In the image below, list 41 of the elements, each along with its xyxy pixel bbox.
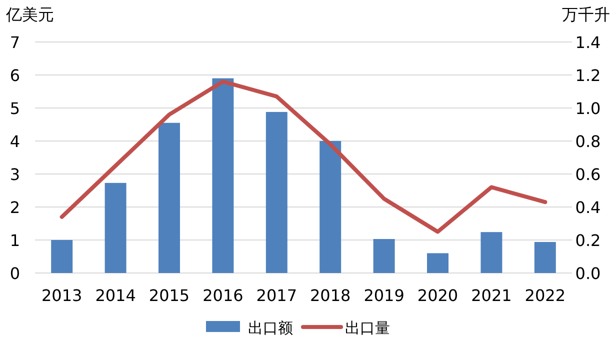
y-tick-label: 5 xyxy=(10,99,20,118)
y2-tick-label: 0.4 xyxy=(575,198,601,217)
y-axis-title: 亿美元 xyxy=(5,5,54,24)
y2-axis-title: 万千升 xyxy=(562,5,610,24)
y2-tick-label: 1.0 xyxy=(575,99,601,118)
x-tick-label: 2014 xyxy=(95,286,136,305)
y-tick-label: 7 xyxy=(10,33,20,52)
x-tick-label: 2019 xyxy=(364,286,404,305)
x-tick-label: 2020 xyxy=(417,286,458,305)
bar xyxy=(427,253,448,273)
legend-label: 出口量 xyxy=(345,319,390,337)
y2-tick-label: 0.8 xyxy=(575,132,601,151)
bar xyxy=(212,78,234,273)
x-tick-label: 2016 xyxy=(202,286,244,305)
bar xyxy=(266,112,288,273)
bar xyxy=(158,122,180,273)
x-tick-label: 2015 xyxy=(148,286,190,305)
y2-tick-label: 1.2 xyxy=(575,66,601,85)
y-tick-label: 0 xyxy=(10,264,20,283)
y-tick-label: 2 xyxy=(10,198,20,217)
y-tick-label: 4 xyxy=(10,132,20,151)
legend-label: 出口额 xyxy=(248,319,293,337)
bar xyxy=(534,242,556,273)
x-tick-label: 2021 xyxy=(471,286,512,305)
x-tick-label: 2017 xyxy=(256,286,298,305)
y2-tick-label: 0.6 xyxy=(575,165,601,184)
x-tick-label: 2013 xyxy=(41,286,82,305)
bar xyxy=(373,239,395,273)
x-tick-label: 2022 xyxy=(524,286,566,305)
y-tick-label: 1 xyxy=(10,231,20,250)
x-tick-label: 2018 xyxy=(310,286,351,305)
y-tick-label: 6 xyxy=(10,66,20,85)
bar xyxy=(320,141,342,273)
line-series xyxy=(60,80,548,234)
bar xyxy=(480,232,502,273)
y2-tick-label: 0.2 xyxy=(575,231,601,250)
y-tick-label: 3 xyxy=(10,165,20,184)
bar xyxy=(51,240,73,273)
bar xyxy=(104,182,126,273)
y2-tick-label: 1.4 xyxy=(575,33,601,52)
y2-tick-label: 0.0 xyxy=(575,264,601,283)
